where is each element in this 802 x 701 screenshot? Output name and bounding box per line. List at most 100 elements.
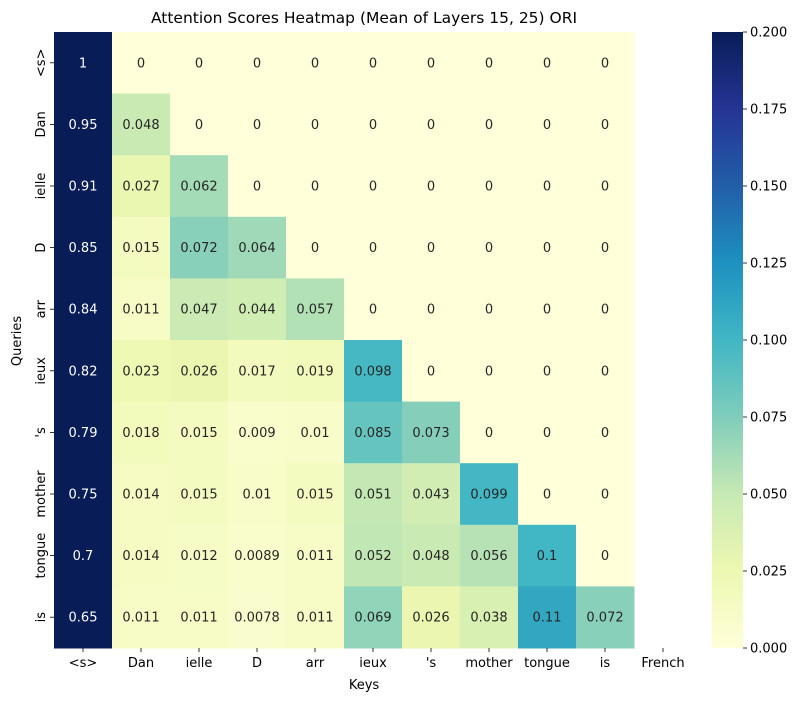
y-tick-label: tongue — [34, 533, 49, 579]
heatmap-cell — [54, 586, 113, 649]
x-tick-label: ielle — [186, 656, 213, 671]
heatmap-cell — [460, 401, 519, 464]
heatmap-cell — [576, 216, 635, 279]
heatmap-cell — [518, 463, 577, 526]
cell-value-label: 0 — [601, 364, 609, 379]
cell-value-label: 0 — [311, 118, 319, 133]
heatmap-cell — [54, 155, 113, 218]
heatmap-cell — [228, 524, 287, 587]
cell-value-label: 0.072 — [180, 241, 217, 256]
cell-value-label: 0.011 — [122, 611, 159, 626]
heatmap-cell — [286, 93, 345, 156]
cell-value-label: 0 — [427, 303, 435, 318]
heatmap-cell — [518, 155, 577, 218]
x-tick-label: tongue — [524, 656, 570, 671]
heatmap-cell — [518, 278, 577, 341]
cell-value-label: 0.11 — [533, 611, 562, 626]
heatmap-cell — [228, 463, 287, 526]
heatmap-cell — [170, 524, 229, 587]
heatmap-cell — [460, 586, 519, 649]
heatmap-cell — [170, 278, 229, 341]
heatmap-cell — [460, 32, 519, 95]
heatmap-cell — [402, 586, 461, 649]
colorbar-tick-label: 0.000 — [750, 642, 787, 657]
cell-value-label: 0.038 — [470, 611, 507, 626]
colorbar-tick-label: 0.125 — [750, 257, 787, 272]
cell-value-label: 0.026 — [412, 611, 449, 626]
cell-value-label: 0 — [311, 180, 319, 195]
cell-value-label: 0.011 — [180, 611, 217, 626]
cell-value-label: 0 — [427, 56, 435, 71]
heatmap-cell — [344, 155, 403, 218]
x-axis-label: Keys — [349, 678, 380, 693]
heatmap-cell — [112, 32, 171, 95]
cell-value-label: 0.098 — [354, 364, 391, 379]
heatmap-cell — [576, 401, 635, 464]
cell-value-label: 0.048 — [412, 549, 449, 564]
cell-value-label: 0 — [195, 118, 203, 133]
heatmap-cell — [460, 216, 519, 279]
cell-value-label: 0.01 — [301, 426, 330, 441]
cell-value-label: 0.027 — [122, 180, 159, 195]
heatmap-cell — [460, 524, 519, 587]
heatmap-cell — [460, 340, 519, 403]
heatmap-cell — [286, 463, 345, 526]
heatmap-cell — [576, 93, 635, 156]
heatmap-cell — [402, 401, 461, 464]
colorbar: 0.000 0.025 0.050 0.075 0.100 0.125 0.150 0.175… — [712, 26, 787, 657]
x-tick-label: 's — [426, 656, 437, 671]
cell-value-label: 0 — [427, 241, 435, 256]
heatmap-cell — [402, 524, 461, 587]
cell-value-label: 0 — [137, 56, 145, 71]
cell-value-label: 0 — [485, 118, 493, 133]
cell-value-label: 0 — [601, 488, 609, 503]
heatmap-cell — [112, 586, 171, 649]
heatmap-cell — [518, 216, 577, 279]
heatmap-cells — [54, 32, 635, 649]
cell-value-label: 0.0089 — [234, 549, 280, 564]
y-tick-label: D — [34, 243, 49, 253]
heatmap-cell — [112, 401, 171, 464]
cell-value-label: 1 — [79, 56, 87, 71]
x-tick-label: mother — [465, 656, 513, 671]
cell-value-label: 0.057 — [296, 303, 333, 318]
heatmap-cell — [112, 278, 171, 341]
cell-value-label: 0.069 — [354, 611, 391, 626]
heatmap-cell — [518, 586, 577, 649]
cell-value-label: 0 — [253, 180, 261, 195]
heatmap-cell — [228, 586, 287, 649]
heatmap-cell — [228, 340, 287, 403]
cell-value-label: 0.84 — [69, 303, 98, 318]
y-tick-label: is — [34, 612, 49, 623]
y-tick-label: ielle — [34, 173, 49, 200]
cell-value-label: 0.011 — [296, 611, 333, 626]
heatmap-cell — [54, 32, 113, 95]
heatmap-cell — [286, 586, 345, 649]
heatmap-cell — [286, 155, 345, 218]
cell-value-label: 0 — [543, 426, 551, 441]
cell-value-label: 0.017 — [238, 364, 275, 379]
heatmap-cell — [518, 32, 577, 95]
heatmap-cell — [344, 216, 403, 279]
heatmap-cell — [402, 463, 461, 526]
cell-value-label: 0.011 — [296, 549, 333, 564]
y-tick-label: 's — [34, 427, 49, 438]
heatmap-cell — [286, 340, 345, 403]
cell-value-label: 0.65 — [69, 611, 98, 626]
colorbar-tick-label: 0.100 — [750, 334, 787, 349]
cell-value-label: 0 — [601, 549, 609, 564]
cell-value-label: 0 — [543, 56, 551, 71]
y-tick-label: arr — [34, 299, 49, 318]
cell-value-label: 0 — [485, 241, 493, 256]
heatmap-cell — [228, 93, 287, 156]
heatmap-cell — [576, 32, 635, 95]
cell-value-label: 0 — [427, 180, 435, 195]
heatmap-cell — [402, 216, 461, 279]
heatmap-cell — [344, 93, 403, 156]
x-tick-label: is — [600, 656, 611, 671]
y-tick-label: mother — [34, 470, 49, 518]
cell-value-label: 0.95 — [69, 118, 98, 133]
cell-value-label: 0 — [543, 118, 551, 133]
cell-value-label: 0.048 — [122, 118, 159, 133]
